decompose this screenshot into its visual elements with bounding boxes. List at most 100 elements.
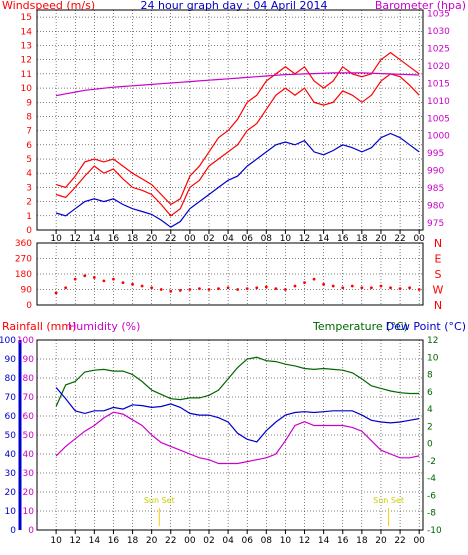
direction-tick-label: 0	[26, 301, 32, 311]
direction-tick-label: 90	[21, 286, 33, 296]
x-tick-label: 00	[413, 536, 425, 546]
direction-point	[83, 274, 87, 278]
humidity-tick-label: 50	[23, 431, 35, 441]
direction-point	[370, 286, 373, 290]
barometer-tick-label: 1010	[427, 97, 450, 107]
barometer-tick-label: 980	[427, 202, 444, 212]
direction-point	[408, 286, 412, 290]
windspeed-tick-label: 2	[26, 198, 32, 208]
windspeed-tick-label: 1	[26, 212, 32, 222]
direction-point	[102, 279, 106, 283]
compass-label: S	[435, 268, 442, 281]
x-tick-label: 10	[280, 234, 292, 244]
x-tick-label: 04	[222, 536, 234, 546]
direction-point	[236, 288, 240, 291]
wind-plot-frame	[36, 9, 424, 231]
direction-point	[255, 286, 259, 290]
rainfall-tick-label: 100	[0, 336, 16, 346]
rainfall-tick-label: 10	[5, 507, 17, 517]
barometer-title: Barometer (hpa)	[375, 0, 466, 12]
x-tick-label: 22	[165, 234, 176, 244]
rainfall-tick-label: 50	[5, 431, 17, 441]
humidity-tick-label: 60	[23, 412, 35, 422]
windspeed-tick-label: 7	[26, 127, 32, 137]
windspeed-tick-label: 10	[21, 84, 33, 94]
gust-line	[55, 51, 420, 206]
temperature-tick-label: 4	[427, 405, 433, 415]
windspeed-tick-label: 5	[26, 155, 32, 165]
x-tick-label: 00	[413, 234, 425, 244]
compass-label: N	[434, 237, 442, 250]
rainfall-tick-label: 80	[5, 374, 17, 384]
direction-point	[131, 282, 134, 286]
x-tick-label: 20	[375, 536, 387, 546]
windspeed-tick-label: 15	[21, 13, 32, 23]
x-tick-label: 06	[241, 536, 253, 546]
rainfall-tick-label: 40	[5, 450, 17, 460]
humidity-axis-title: Humidity (%)	[68, 320, 140, 333]
direction-point	[198, 287, 201, 291]
humidity-tick-label: 40	[23, 450, 35, 460]
temperature-line	[55, 356, 420, 407]
humidity-line	[55, 411, 420, 465]
windspeed-tick-label: 0	[26, 226, 32, 236]
x-tick-label: 14	[89, 536, 101, 546]
windspeed-tick-label: 9	[26, 98, 32, 108]
x-tick-label: 22	[394, 536, 405, 546]
humidity-tick-label: 100	[17, 336, 34, 346]
temperature-tick-label: -4	[427, 474, 436, 484]
temperature-tick-label: 10	[427, 353, 439, 363]
temperature-tick-label: 6	[427, 388, 433, 398]
sunset-label: Sun Set	[144, 496, 175, 505]
direction-point	[121, 281, 125, 285]
barometer-tick-label: 985	[427, 184, 444, 194]
barometer-tick-label: 975	[427, 219, 444, 229]
humidity-tick-label: 80	[23, 374, 35, 384]
windspeed-tick-label: 3	[26, 183, 32, 193]
barometer-tick-label: 1030	[427, 27, 450, 37]
x-tick-label: 18	[356, 234, 368, 244]
climate-axes: 0102030405060708090100010203040506070809…	[0, 336, 442, 536]
temperature-tick-label: -10	[427, 526, 442, 536]
chart-title: 24 hour graph day : 04 April 2014	[141, 0, 328, 12]
humidity-tick-label: 0	[28, 526, 34, 536]
direction-point	[360, 286, 364, 290]
x-tick-label: 18	[127, 234, 139, 244]
direction-point	[398, 287, 402, 291]
direction-point	[379, 284, 383, 288]
direction-point	[73, 277, 77, 281]
humidity-tick-label: 20	[23, 488, 35, 498]
wind-average-line	[55, 132, 420, 228]
windspeed-tick-label: 8	[26, 112, 32, 122]
x-tick-label: 20	[146, 536, 158, 546]
direction-point	[312, 277, 316, 281]
windspeed-tick-label: 11	[21, 70, 32, 80]
rainfall-tick-label: 20	[5, 488, 17, 498]
direction-point	[226, 286, 230, 290]
windspeed-line	[55, 73, 420, 217]
rainfall-tick-label: 0	[10, 526, 16, 536]
x-tick-label: 16	[337, 536, 349, 546]
x-tick-label: 10	[50, 536, 62, 546]
direction-point	[159, 288, 163, 291]
compass-label: W	[433, 284, 444, 297]
direction-point	[54, 291, 58, 295]
x-tick-label: 18	[356, 536, 368, 546]
rainfall-tick-label: 60	[5, 412, 17, 422]
x-tick-label: 10	[50, 234, 62, 244]
temperature-tick-label: -8	[427, 509, 436, 519]
barometer-tick-label: 1005	[427, 114, 450, 124]
direction-point	[274, 287, 278, 291]
temperature-tick-label: 0	[427, 440, 433, 450]
direction-point	[92, 276, 96, 279]
x-tick-label: 22	[394, 234, 405, 244]
windspeed-tick-label: 13	[21, 41, 32, 51]
wind-series	[55, 51, 420, 228]
windspeed-tick-label: 4	[26, 169, 32, 179]
x-tick-label: 02	[203, 234, 214, 244]
x-tick-label: 06	[241, 234, 253, 244]
x-tick-label: 16	[108, 234, 120, 244]
direction-point	[169, 289, 173, 293]
climate-series: Sun Set Sun Set	[55, 356, 420, 526]
direction-point	[322, 282, 326, 286]
